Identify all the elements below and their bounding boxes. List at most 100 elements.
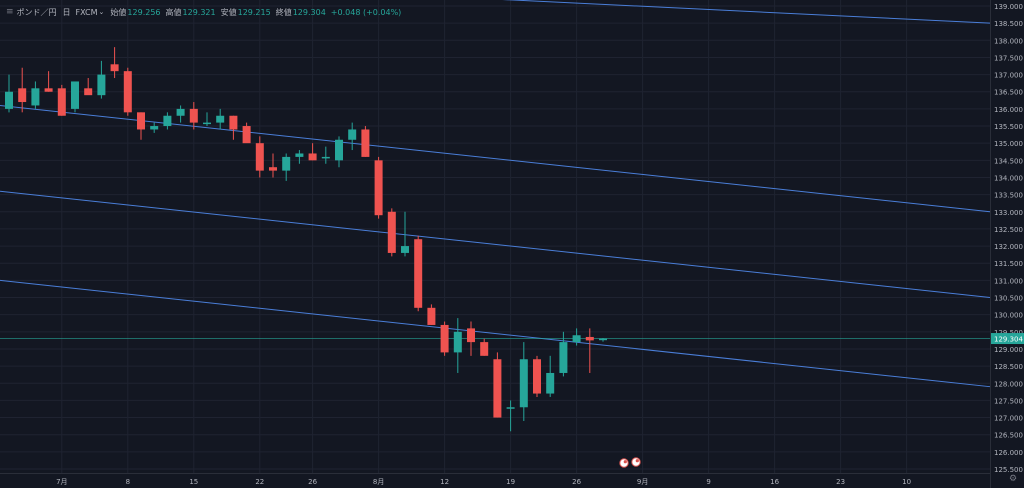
candle[interactable] [44, 71, 53, 92]
time-axis-background [0, 474, 990, 488]
candle-body [321, 156, 330, 159]
candle[interactable] [533, 355, 541, 397]
candle-body [348, 129, 357, 140]
candle-body [519, 359, 528, 408]
data-source[interactable]: FXCM [75, 7, 98, 17]
candle[interactable] [189, 102, 198, 130]
candle-body [572, 335, 581, 343]
time-axis[interactable]: 247月81522268月1219269月9162310 [0, 473, 990, 488]
candle[interactable] [110, 47, 119, 79]
candle[interactable] [150, 122, 159, 133]
time-tick-label: 15 [189, 478, 198, 486]
price-tick-label: 137.500 [994, 54, 1023, 62]
candle[interactable] [414, 235, 423, 312]
price-tick-label: 131.500 [994, 260, 1023, 268]
chevron-down-icon[interactable]: ⌄ [98, 8, 105, 16]
candle[interactable] [493, 352, 502, 418]
price-tick-label: 128.000 [994, 380, 1023, 388]
hamburger-menu-icon[interactable]: ≡ [6, 7, 14, 17]
candle[interactable] [572, 328, 581, 346]
price-tick-label: 139.000 [994, 3, 1023, 11]
gear-icon[interactable]: ⚙ [1008, 474, 1018, 484]
candle[interactable] [255, 136, 264, 178]
candle[interactable] [374, 156, 383, 219]
candle-body [440, 324, 449, 353]
time-tick-label: 8月 [373, 478, 384, 486]
current-price-badge[interactable] [991, 333, 1024, 345]
price-axis[interactable]: 139.000 138.500 138.000 137.500 137.000 136.5… [990, 0, 1024, 488]
price-tick-label: 136.500 [994, 89, 1023, 97]
candle[interactable] [585, 328, 594, 373]
price-tick-label: 126.500 [994, 432, 1023, 440]
candle-body [414, 239, 423, 308]
candle[interactable] [176, 105, 185, 123]
time-tick-label: 22 [255, 478, 264, 486]
candle-body [533, 359, 541, 394]
candle-body [453, 331, 462, 353]
price-tick-label: 138.500 [994, 20, 1023, 28]
candle[interactable] [84, 78, 93, 96]
candle[interactable] [599, 337, 607, 342]
candle-body [123, 71, 132, 113]
time-tick-label: 12 [440, 478, 449, 486]
candle[interactable] [18, 67, 27, 113]
candle-body [242, 126, 251, 144]
candle[interactable] [242, 122, 251, 144]
price-tick-label: 133.000 [994, 209, 1023, 217]
candle[interactable] [321, 146, 330, 164]
candle[interactable] [427, 304, 436, 325]
candle[interactable] [440, 321, 449, 356]
candle[interactable] [335, 136, 343, 168]
candle[interactable] [546, 355, 555, 397]
trendline[interactable] [0, 0, 991, 24]
candle[interactable] [361, 126, 370, 157]
candle[interactable] [559, 331, 568, 377]
price-tick-label: 125.500 [994, 466, 1023, 474]
candle[interactable] [506, 400, 515, 432]
current-price-label: 129.304 [994, 336, 1023, 344]
candle[interactable] [31, 81, 40, 109]
event-marker[interactable] [631, 457, 641, 467]
candle[interactable] [5, 74, 13, 113]
candle[interactable] [203, 112, 211, 127]
candle-body [546, 372, 555, 394]
trendline[interactable] [0, 279, 991, 388]
price-tick-label: 134.000 [994, 174, 1023, 182]
event-marker[interactable] [619, 458, 629, 468]
candle[interactable] [269, 153, 277, 178]
candle[interactable] [387, 208, 396, 257]
open-value: 129.256 [127, 7, 161, 17]
trendline[interactable] [0, 190, 991, 299]
candle[interactable] [480, 338, 489, 356]
candle[interactable] [97, 60, 106, 99]
price-tick-label: 131.000 [994, 277, 1023, 285]
candle[interactable] [295, 150, 304, 164]
candle-body [189, 108, 198, 123]
symbol-name[interactable]: ポンド／円 [16, 7, 57, 17]
candle[interactable] [137, 112, 145, 140]
candle[interactable] [216, 108, 225, 130]
time-tick-label: 7月 [56, 478, 67, 486]
candle-body [163, 115, 172, 127]
candle-body [176, 108, 185, 116]
candle[interactable] [401, 211, 409, 257]
candle[interactable] [308, 143, 317, 161]
candle[interactable] [519, 342, 528, 421]
candle[interactable] [467, 321, 475, 356]
timeframe[interactable]: 日 [62, 7, 71, 17]
candle-body [216, 115, 225, 123]
candle[interactable] [348, 122, 357, 151]
candle[interactable] [229, 115, 238, 140]
candle[interactable] [57, 84, 66, 116]
candle[interactable] [282, 153, 291, 181]
candle[interactable] [71, 81, 79, 113]
event-markers-icon[interactable] [619, 457, 641, 468]
candle[interactable] [123, 67, 132, 116]
price-tick-label: 137.000 [994, 72, 1023, 80]
candle[interactable] [453, 318, 462, 373]
candle[interactable] [163, 112, 172, 130]
open-label: 始値 [110, 7, 127, 17]
candlesticks[interactable] [5, 47, 607, 432]
candle-body [44, 88, 53, 92]
